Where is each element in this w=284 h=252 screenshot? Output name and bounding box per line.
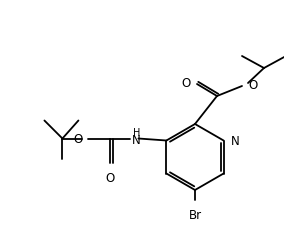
Text: O: O <box>106 171 115 184</box>
Text: H: H <box>133 127 140 137</box>
Text: O: O <box>248 78 257 91</box>
Text: O: O <box>182 76 191 89</box>
Text: O: O <box>73 133 82 145</box>
Text: N: N <box>231 135 239 147</box>
Text: N: N <box>132 134 141 146</box>
Text: Br: Br <box>189 208 202 221</box>
